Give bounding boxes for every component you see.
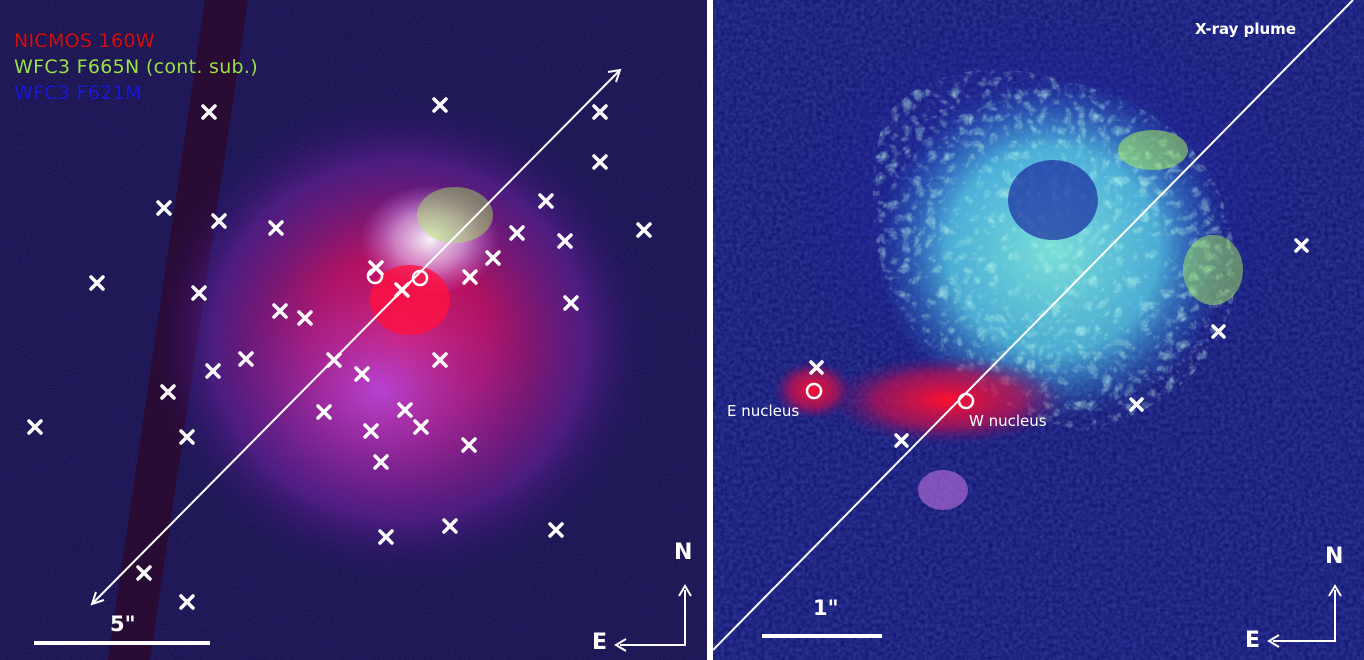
right-image-panel: X-ray plume E nucleus W nucleus 1" N E: [713, 0, 1364, 660]
legend-wfc3-f665n: WFC3 F665N (cont. sub.): [14, 56, 258, 78]
legend-nicmos: NICMOS 160W: [14, 30, 155, 52]
jet-axis-arrow: [90, 68, 622, 606]
compass-east-label: E: [1245, 628, 1261, 653]
legend-wfc3-f621m: WFC3 F621M: [14, 82, 142, 104]
compass: [1267, 584, 1342, 648]
x-ray-plume-line: [713, 0, 1354, 651]
left-image-panel: NICMOS 160W WFC3 F665N (cont. sub.) WFC3…: [0, 0, 707, 660]
e-nucleus-label: E nucleus: [727, 402, 800, 420]
w-nucleus-label: W nucleus: [969, 412, 1047, 430]
source-markers: [27, 97, 652, 610]
x-ray-plume-label: X-ray plume: [1195, 20, 1296, 38]
scale-bar-label: 1": [813, 596, 839, 620]
nucleus-markers-right: [805, 382, 975, 410]
nucleus-markers: [366, 267, 429, 287]
scale-bar-label: 5": [110, 612, 136, 636]
left-image: [0, 0, 707, 660]
right-image: [713, 0, 1364, 660]
compass: [614, 584, 692, 652]
compass-north-label: N: [1325, 544, 1344, 569]
compass-north-label: N: [674, 540, 693, 565]
source-markers-right: [809, 238, 1309, 448]
compass-east-label: E: [592, 630, 608, 655]
